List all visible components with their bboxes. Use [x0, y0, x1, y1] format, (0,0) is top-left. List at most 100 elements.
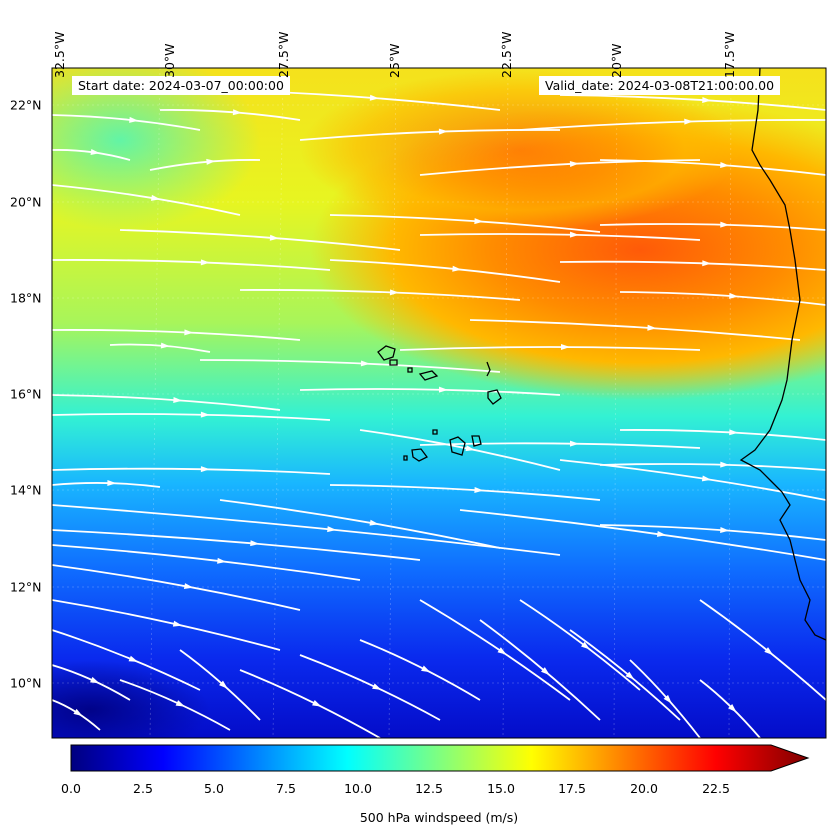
streamline-arrow — [200, 259, 210, 266]
streamline-arrow — [90, 676, 100, 684]
map-frame — [51, 67, 827, 739]
graticule — [52, 68, 826, 738]
streamline — [419, 599, 571, 701]
streamline-arrow — [421, 665, 431, 673]
streamline-arrow — [701, 475, 712, 482]
streamline — [199, 359, 501, 373]
streamline — [52, 629, 201, 691]
lat-label: 18°N — [10, 290, 42, 306]
streamline-arrow — [702, 97, 712, 104]
streamline — [619, 291, 826, 306]
streamline — [599, 524, 826, 541]
streamline-arrow — [217, 557, 227, 564]
colorbar-tick-label: 20.0 — [630, 781, 658, 796]
streamline — [329, 214, 601, 233]
cape-verde-island — [377, 345, 396, 361]
streamline-arrow — [684, 118, 694, 125]
lon-label: 22.5°W — [499, 31, 514, 78]
streamline-arrow — [497, 647, 507, 655]
streamline-arrow — [173, 397, 183, 403]
colorbar-tick-label: 15.0 — [487, 781, 515, 796]
streamline — [599, 463, 826, 471]
lat-label: 22°N — [10, 97, 42, 113]
streamline-arrow — [389, 289, 399, 296]
streamline — [359, 429, 561, 471]
streamline-arrow — [729, 292, 739, 299]
cape-verde-island — [403, 455, 408, 461]
streamline-arrow — [206, 158, 216, 165]
streamline — [219, 499, 501, 549]
streamline — [52, 544, 361, 581]
colorbar-tick-label: 5.0 — [204, 781, 224, 796]
cape-verde-island — [487, 389, 502, 405]
streamline-arrow — [73, 708, 83, 717]
streamline — [359, 639, 481, 701]
cape-verde-island — [432, 429, 438, 435]
streamline — [629, 659, 701, 738]
streamline — [52, 564, 301, 611]
streamline — [52, 529, 421, 561]
streamline-arrow — [720, 221, 730, 228]
colorbar-tick-label: 22.5 — [702, 781, 730, 796]
streamline-arrow — [474, 218, 484, 225]
streamline-arrow — [360, 360, 370, 367]
streamline-arrow — [369, 519, 379, 526]
streamline — [299, 388, 561, 396]
streamline — [599, 159, 826, 176]
streamline — [479, 619, 601, 721]
streamline-arrow — [219, 680, 228, 689]
streamline-arrow — [541, 667, 550, 676]
streamline-arrow — [647, 324, 657, 331]
colorbar-tick-label: 12.5 — [415, 781, 443, 796]
streamline-arrow — [107, 480, 117, 487]
lon-label: 32.5°W — [52, 31, 67, 78]
streamline — [179, 649, 261, 721]
streamline-arrow — [172, 620, 183, 627]
colorbar-title: 500 hPa windspeed (m/s) — [359, 810, 519, 825]
lon-label: 30°W — [162, 43, 177, 78]
streamline-arrow — [150, 194, 161, 201]
africa-coastline — [739, 68, 826, 641]
streamline-arrow — [728, 703, 737, 713]
streamline — [119, 229, 401, 251]
streamline — [459, 509, 826, 561]
streamline-arrow — [200, 466, 210, 473]
streamline — [559, 260, 826, 271]
streamline — [599, 223, 826, 231]
streamline — [52, 394, 281, 411]
streamline-arrow — [581, 641, 590, 650]
streamline — [52, 599, 281, 651]
streamline-arrow — [438, 128, 448, 135]
wind-streamlines — [52, 89, 826, 738]
streamline-arrow — [175, 700, 186, 707]
colorbar-tick-label: 17.5 — [558, 781, 586, 796]
streamline-arrow — [729, 429, 739, 436]
streamline-arrow — [452, 265, 462, 272]
streamline-arrow — [625, 671, 635, 680]
cape-verde-island — [449, 436, 466, 456]
cape-verde-island — [407, 367, 413, 373]
streamline — [239, 289, 521, 301]
cape-verde-island — [471, 435, 482, 447]
streamline — [399, 346, 701, 351]
streamline-arrow — [764, 647, 774, 656]
streamline-arrow — [90, 149, 100, 155]
streamline-arrow — [569, 231, 579, 238]
coastline — [377, 68, 826, 641]
streamline-arrow — [160, 342, 170, 349]
lat-label: 16°N — [10, 386, 42, 402]
streamline-arrow — [129, 116, 139, 123]
streamline-arrow — [720, 526, 730, 533]
streamline — [119, 679, 231, 731]
streamline — [239, 669, 381, 738]
streamline-arrow — [569, 160, 579, 167]
streamline — [52, 184, 241, 216]
streamline — [519, 599, 641, 691]
streamline — [52, 114, 201, 131]
streamline-arrow — [656, 530, 667, 537]
streamline — [699, 599, 826, 701]
lon-label: 27.5°W — [276, 31, 291, 78]
lat-label: 20°N — [10, 194, 42, 210]
streamline — [52, 413, 331, 421]
streamline — [559, 94, 826, 111]
